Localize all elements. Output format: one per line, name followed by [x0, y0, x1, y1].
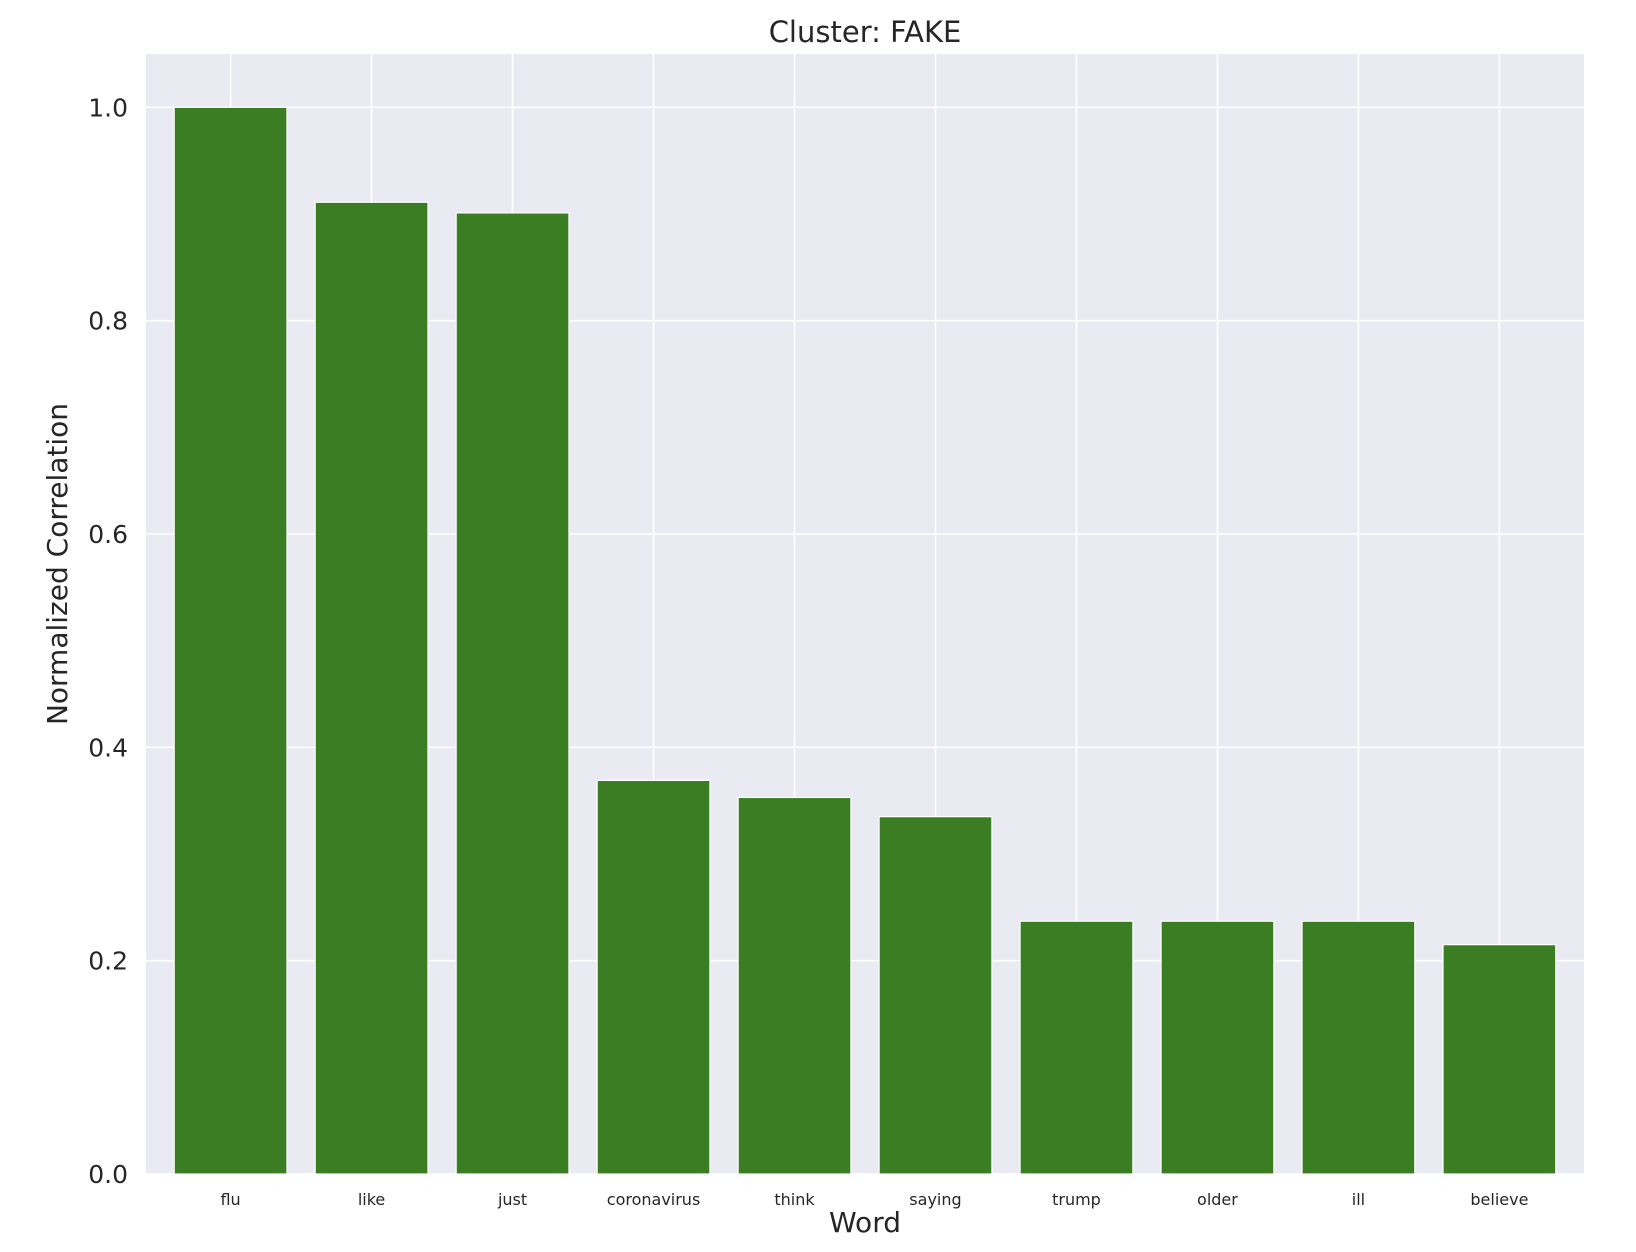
x-axis-label: Word [829, 1206, 901, 1239]
chart-title: Cluster: FAKE [769, 15, 962, 49]
x-tick-label: believe [1470, 1190, 1528, 1209]
x-tick-label: coronavirus [607, 1190, 701, 1209]
y-tick-label: 1.0 [88, 93, 128, 122]
bar-believe [1442, 944, 1557, 1175]
bar-just [455, 212, 570, 1175]
bar-coronavirus [596, 779, 711, 1175]
y-tick-label: 0.0 [88, 1160, 128, 1189]
y-tick-label: 0.8 [88, 307, 128, 336]
y-tick-labels: 0.0 0.2 0.4 0.6 0.8 1.0 [88, 93, 128, 1189]
x-tick-label: saying [909, 1190, 961, 1209]
y-tick-label: 0.2 [88, 947, 128, 976]
bar-ill [1301, 920, 1416, 1175]
bars [173, 106, 1557, 1175]
bar-think [737, 796, 852, 1175]
x-tick-label: flu [220, 1190, 240, 1209]
y-tick-label: 0.4 [88, 733, 128, 762]
bar-flu [173, 106, 288, 1175]
y-axis-label: Normalized Correlation [41, 403, 74, 725]
x-tick-label: older [1197, 1190, 1238, 1209]
bar-like [314, 201, 429, 1175]
x-tick-label: think [774, 1190, 815, 1209]
x-tick-label: like [358, 1190, 385, 1209]
x-tick-label: ill [1352, 1190, 1365, 1209]
bar-older [1160, 920, 1275, 1175]
bar-trump [1019, 920, 1134, 1175]
x-tick-label: trump [1052, 1190, 1101, 1209]
x-tick-labels: flu like just coronavirus think saying trump ol… [220, 1190, 1528, 1209]
bar-saying [878, 816, 993, 1175]
x-tick-label: just [497, 1190, 527, 1209]
y-tick-label: 0.6 [88, 520, 128, 549]
